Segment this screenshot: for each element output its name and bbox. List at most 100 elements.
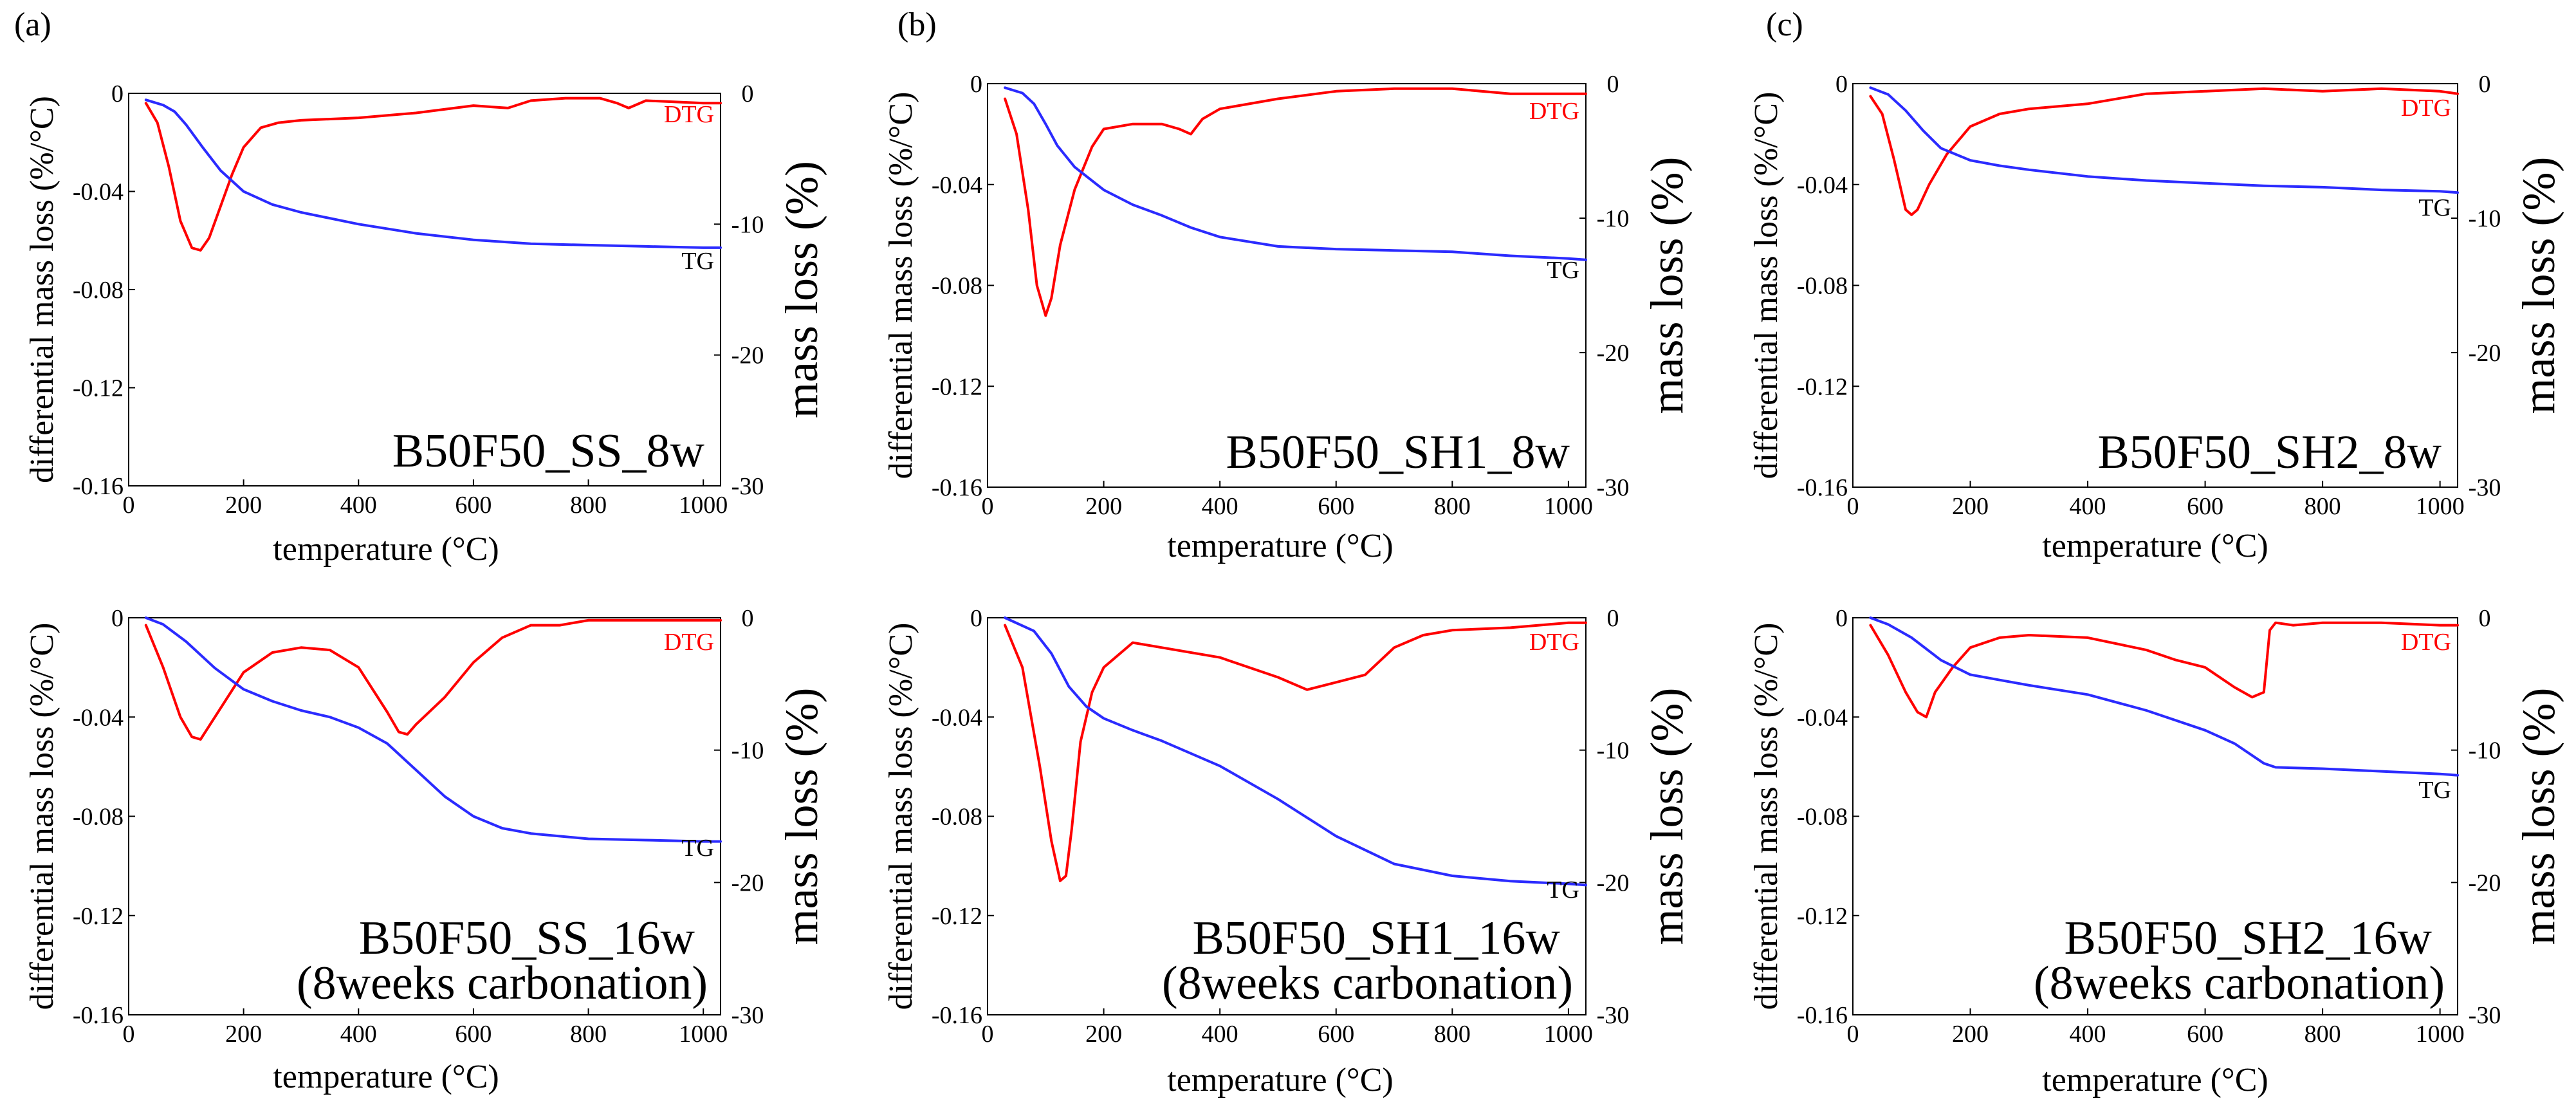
x-tick-label: 600 [455,1021,492,1048]
x-axis-label: temperature (°C) [2042,1062,2268,1098]
x-tick-label: 0 [1847,493,1859,520]
x-tick-label: 0 [123,492,135,519]
y-tick-label: -0.04 [1797,704,1848,731]
x-tick-label: 0 [982,493,994,520]
y2-tick-label: -10 [2469,205,2501,232]
y-axis-label: differential mass loss (%/°C) [883,92,919,479]
y-tick-label: 0 [970,605,982,632]
y2-tick-label: -20 [731,342,764,369]
y2-tick-label: 0 [2479,71,2491,98]
x-tick-label: 600 [1318,493,1354,520]
sample-subtitle: (8weeks carbonation) [297,957,708,1010]
sample-title: B50F50_SH1_8w [1226,426,1570,479]
x-tick-label: 200 [1085,1021,1122,1048]
tg-series-label: TG [2418,194,2451,221]
y2-axis-label: mass loss (%) [1641,157,1693,414]
panel-6: 0 200 400 600 800 10000-0.04-0.08-0.12-0.160-… [1748,605,2564,1098]
series-line-tg [1869,86,2459,194]
y-axis-label: differential mass loss (%/°C) [883,623,919,1010]
x-axis-label: temperature (°C) [2042,528,2268,564]
x-tick-label: 600 [1318,1021,1354,1048]
y2-tick-label: -20 [2469,869,2501,896]
x-tick-label: 400 [2070,493,2106,520]
y-tick-label: -0.12 [932,903,982,930]
sample-subtitle: (8weeks carbonation) [1162,957,1573,1010]
y2-tick-label: -10 [1597,737,1630,764]
y2-axis-label: mass loss (%) [1641,688,1693,945]
x-tick-label: 800 [570,492,607,519]
x-tick-label: 600 [2187,1021,2223,1048]
panel-letter: (b) [897,6,937,43]
sample-subtitle: (8weeks carbonation) [2034,957,2445,1010]
y-tick-label: -0.16 [932,1002,982,1029]
x-tick-label: 800 [1434,1021,1471,1048]
y2-tick-label: -10 [1597,205,1630,232]
series-line-dtg [1004,621,1587,882]
y-tick-label: -0.04 [73,704,124,731]
y2-tick-label: 0 [1607,71,1619,98]
x-tick-label: 1000 [2416,1021,2465,1048]
y-tick-label: -0.16 [1797,474,1848,501]
x-tick-label: 0 [982,1021,994,1048]
y-tick-label: -0.12 [73,903,124,930]
series-line-tg [1004,86,1587,261]
y-tick-label: -0.08 [1797,273,1848,300]
x-axis-label: temperature (°C) [1167,528,1393,564]
x-tick-label: 800 [2305,493,2341,520]
y-tick-label: 0 [1835,605,1848,632]
y-tick-label: -0.16 [73,1002,124,1029]
x-tick-label: 600 [455,492,492,519]
x-axis-label: temperature (°C) [1167,1062,1393,1098]
y2-tick-label: 0 [1607,605,1619,632]
y-tick-label: -0.08 [73,804,124,831]
y-tick-label: -0.08 [73,277,124,304]
panel-1: (a) 0 200 400 600 800 1000 0 -0.04 -0.08 -0.12 -0.1… [14,6,827,568]
tg-series-label: TG [681,248,714,275]
y-tick-label: -0.12 [73,375,124,402]
y-tick-label: -0.04 [1797,172,1848,199]
series-line-dtg [1869,621,2459,719]
dtg-series-label: DTG [664,101,714,128]
y-tick-label: 0 [111,80,124,107]
y2-tick-label: -30 [2469,474,2501,501]
tg-series-label: TG [1547,876,1579,904]
y2-tick-label: -10 [731,211,764,238]
dtg-series-label: DTG [2401,629,2451,656]
panel-4: 0 200 400 600 800 10000-0.04-0.08-0.12-0.160-… [24,605,827,1095]
panel-letter: (c) [1766,6,1803,43]
x-tick-label: 0 [1847,1021,1859,1048]
y2-axis-label: mass loss (%) [2513,688,2564,945]
y-tick-label: -0.08 [932,804,982,831]
y-tick-label: -0.04 [73,179,124,206]
sample-title: B50F50_SH1_16w [1192,912,1560,965]
panel-5: 0 200 400 600 800 10000-0.04-0.08-0.12-0.160-… [883,605,1693,1098]
x-tick-label: 200 [225,492,262,519]
x-tick-label: 0 [123,1021,135,1048]
tg-series-label: TG [1547,257,1579,284]
x-tick-label: 1000 [679,492,728,519]
y2-tick-label: -30 [2469,1002,2501,1029]
x-tick-label: 400 [2070,1021,2106,1048]
panel-2: (b) 0 200 400 600 800 1000 0 -0.04 -0.08 -0.12 -0.1… [883,6,1693,564]
y-tick-label: -0.12 [1797,373,1848,400]
sample-title: B50F50_SH2_8w [2097,426,2442,479]
y-tick-label: -0.16 [1797,1002,1848,1029]
x-tick-label: 1000 [2416,493,2465,520]
sample-title: B50F50_SS_8w [392,425,705,477]
x-tick-label: 800 [2305,1021,2341,1048]
tg-series-label: TG [681,835,714,862]
x-tick-label: 200 [225,1021,262,1048]
series-line-dtg [144,97,722,252]
x-axis-label: temperature (°C) [273,531,499,568]
y2-axis-label: mass loss (%) [776,688,827,945]
series-line-dtg [1869,87,2459,216]
x-tick-label: 400 [1202,493,1238,520]
x-tick-label: 1000 [1544,493,1593,520]
x-axis-label: temperature (°C) [273,1059,499,1095]
series-line-tg [1004,616,1587,887]
x-tick-label: 400 [340,492,377,519]
y2-tick-label: -10 [731,737,764,764]
y-tick-label: -0.12 [1797,903,1848,930]
x-tick-label: 800 [1434,493,1471,520]
